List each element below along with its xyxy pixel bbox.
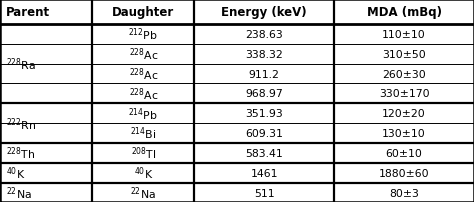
Text: 351.93: 351.93 (246, 109, 283, 119)
Text: $^{22}$Na: $^{22}$Na (130, 185, 156, 201)
Text: 330±170: 330±170 (379, 89, 429, 99)
Text: 609.31: 609.31 (246, 128, 283, 139)
Text: 968.97: 968.97 (246, 89, 283, 99)
Text: $^{228}$Ac: $^{228}$Ac (128, 46, 158, 63)
Text: 260±30: 260±30 (382, 69, 426, 79)
Text: $^{40}$K: $^{40}$K (6, 165, 25, 181)
Text: 338.32: 338.32 (246, 49, 283, 59)
Text: $^{228}$Th: $^{228}$Th (6, 145, 35, 162)
Text: Daughter: Daughter (112, 6, 174, 19)
Text: 238.63: 238.63 (246, 29, 283, 40)
Text: $^{40}$K: $^{40}$K (134, 165, 153, 181)
Text: $^{212}$Pb: $^{212}$Pb (128, 26, 158, 43)
Text: 583.41: 583.41 (246, 148, 283, 158)
Text: $^{228}$Ac: $^{228}$Ac (128, 66, 158, 82)
Text: 120±20: 120±20 (382, 109, 426, 119)
Text: $^{214}$Pb: $^{214}$Pb (128, 105, 158, 122)
Text: $^{228}$Ra: $^{228}$Ra (6, 56, 36, 73)
Text: 80±3: 80±3 (389, 188, 419, 198)
Text: 511: 511 (254, 188, 274, 198)
Text: MDA (mBq): MDA (mBq) (366, 6, 442, 19)
Text: Parent: Parent (6, 6, 50, 19)
Text: 1461: 1461 (250, 168, 278, 178)
Text: 130±10: 130±10 (382, 128, 426, 139)
Text: $^{214}$Bi: $^{214}$Bi (130, 125, 156, 142)
Text: Energy (keV): Energy (keV) (221, 6, 307, 19)
Text: $^{222}$Rn: $^{222}$Rn (6, 115, 36, 132)
Text: 1880±60: 1880±60 (379, 168, 429, 178)
Text: 310±50: 310±50 (382, 49, 426, 59)
Text: 110±10: 110±10 (382, 29, 426, 40)
Text: $^{208}$Tl: $^{208}$Tl (130, 145, 156, 162)
Text: $^{228}$Ac: $^{228}$Ac (128, 86, 158, 102)
Text: 911.2: 911.2 (249, 69, 280, 79)
Text: 60±10: 60±10 (386, 148, 422, 158)
Text: $^{22}$Na: $^{22}$Na (6, 185, 32, 201)
